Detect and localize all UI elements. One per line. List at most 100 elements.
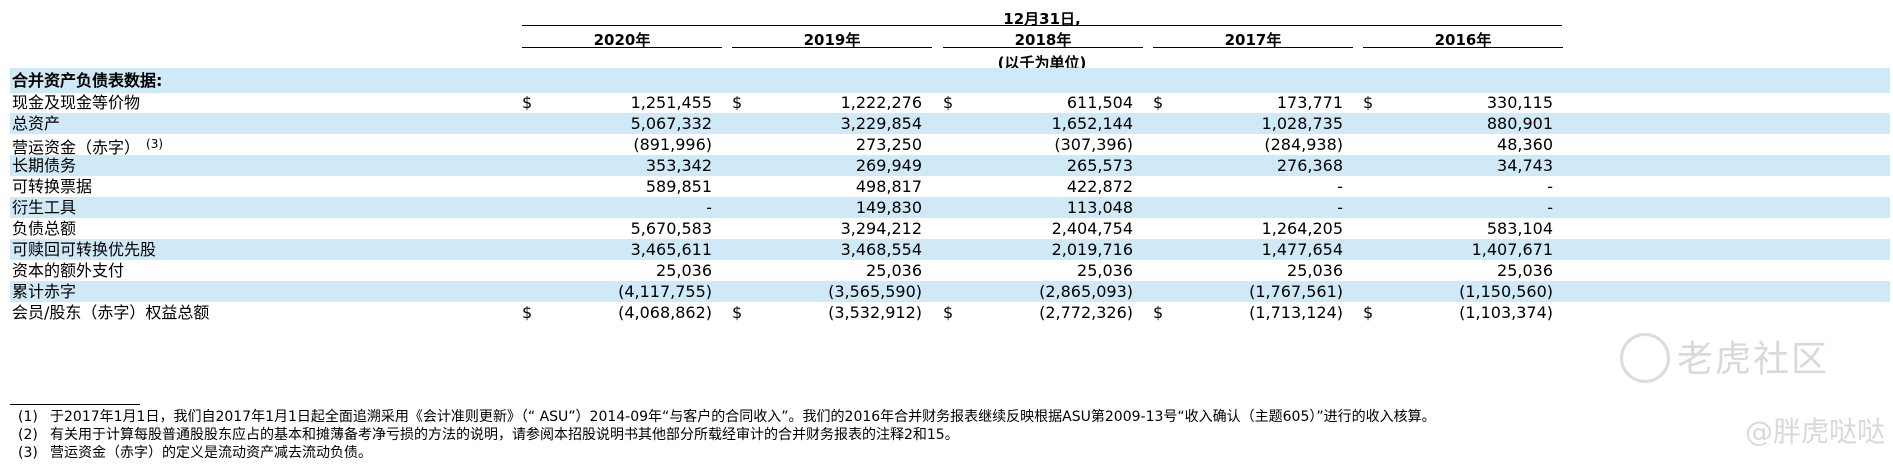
- footnote-2: (2) 有关用于计算每股普通股股东应占的基本和摊薄备考净亏损的方法的说明，请参阅本…: [10, 425, 959, 445]
- table-cell-value: 48,360: [1497, 135, 1553, 154]
- table-cell-value: -: [1547, 198, 1553, 217]
- table-cell-value: (4,117,755): [618, 282, 712, 301]
- table-cell-value: 273,250: [855, 135, 922, 154]
- table-cell-value: 25,036: [866, 261, 922, 280]
- currency-symbol: $: [1153, 303, 1164, 322]
- year-underline-2016: [1363, 47, 1563, 48]
- table-cell-value: (2,865,093): [1039, 282, 1133, 301]
- year-underline-2020: [522, 47, 722, 48]
- table-cell-value: (891,996): [633, 135, 712, 154]
- table-cell-value: 3,229,854: [840, 114, 922, 133]
- table-row: 会员/股东（赤字）权益总额 $ (4,068,862) $ (3,532,912) $ (2…: [10, 302, 1890, 323]
- row-label-text: 可赎回可转换优先股: [12, 240, 157, 259]
- table-row: 营运资金（赤字） (3) (891,996) 273,250 (307,396) (284…: [10, 134, 1890, 157]
- footnote-text: 有关用于计算每股普通股股东应占的基本和摊薄备考净亏损的方法的说明，请参阅本招股说…: [50, 427, 959, 443]
- watermark-logo-text: 老虎社区: [1676, 339, 1829, 380]
- row-label-text: 营运资金（赤字）: [12, 138, 141, 157]
- table-cell-value: (1,103,374): [1459, 303, 1553, 322]
- table-row: 长期债务 353,342 269,949 265,573 276,368 34,743: [10, 155, 1890, 176]
- table-cell-value: 353,342: [645, 156, 712, 175]
- table-cell-value: (284,938): [1264, 135, 1343, 154]
- table-cell-value: 1,222,276: [840, 93, 922, 112]
- row-label-text: 现金及现金等价物: [12, 93, 141, 112]
- table-cell-value: -: [1337, 177, 1343, 196]
- currency-symbol: $: [1363, 303, 1374, 322]
- table-cell-value: 1,028,735: [1261, 114, 1343, 133]
- date-group-header: 12月31日,: [1003, 10, 1081, 28]
- table-cell-value: 269,949: [855, 156, 922, 175]
- row-label: 营运资金（赤字） (3): [12, 134, 163, 157]
- section-title-row: 合并资产负债表数据:: [10, 68, 1890, 93]
- table-cell-value: 3,468,554: [840, 240, 922, 259]
- table-row: 累计赤字 (4,117,755) (3,565,590) (2,865,093) (1,…: [10, 281, 1890, 302]
- tiger-logo-icon: [1620, 333, 1670, 383]
- table-cell-value: 5,670,583: [630, 219, 712, 238]
- row-label: 现金及现金等价物: [12, 92, 140, 113]
- row-label: 衍生工具: [12, 197, 76, 218]
- row-label-text: 负债总额: [12, 219, 77, 238]
- table-cell-value: 1,652,144: [1051, 114, 1133, 133]
- table-cell-value: 25,036: [1287, 261, 1343, 280]
- table-cell-value: 25,036: [1497, 261, 1553, 280]
- watermark-user-text: @胖虎哒哒: [1744, 415, 1885, 448]
- table-cell-value: 2,404,754: [1051, 219, 1133, 238]
- footnote-text: 营运资金（赤字）的定义是流动资产减去流动负债。: [50, 445, 372, 461]
- table-cell-value: (3,565,590): [828, 282, 922, 301]
- table-cell-value: 2,019,716: [1051, 240, 1133, 259]
- year-header-2019: 2019年: [803, 31, 861, 49]
- currency-symbol: $: [943, 303, 954, 322]
- footnote-3: (3) 营运资金（赤字）的定义是流动资产减去流动负债。: [10, 443, 372, 463]
- row-label: 长期债务: [12, 155, 76, 176]
- table-cell-value: 1,477,654: [1261, 240, 1343, 259]
- table-cell-value: -: [1337, 198, 1343, 217]
- row-label-text: 可转换票据: [12, 177, 93, 196]
- table-cell-value: 173,771: [1276, 93, 1343, 112]
- table-row: 可赎回可转换优先股 3,465,611 3,468,554 2,019,716 1,47…: [10, 239, 1890, 260]
- row-label-text: 资本的额外支付: [12, 261, 125, 280]
- table-row: 可转换票据 589,851 498,817 422,872 - -: [10, 176, 1890, 197]
- table-cell-value: -: [706, 198, 712, 217]
- table-cell-value: 1,407,671: [1471, 240, 1553, 259]
- currency-symbol: $: [732, 303, 743, 322]
- table-row: 负债总额 5,670,583 3,294,212 2,404,754 1,264,205…: [10, 218, 1890, 239]
- section-title: 合并资产负债表数据:: [12, 71, 163, 90]
- row-label-text: 累计赤字: [12, 282, 77, 301]
- table-row: 现金及现金等价物 $1,251,455 $1,222,276 $611,504 $173…: [10, 92, 1890, 113]
- year-header-2020: 2020年: [593, 31, 651, 49]
- table-cell-value: 611,504: [1066, 93, 1133, 112]
- table-cell-value: 422,872: [1066, 177, 1133, 196]
- year-header-2018: 2018年: [1014, 31, 1072, 49]
- table-cell-value: (3,532,912): [828, 303, 922, 322]
- unit-note: (以千为单位): [997, 54, 1087, 72]
- date-group-underline: [522, 25, 1562, 26]
- table-row: 衍生工具 - 149,830 113,048 - -: [10, 197, 1890, 218]
- footnote-rule: [10, 404, 140, 405]
- table-cell-value: 25,036: [656, 261, 712, 280]
- year-header-2016: 2016年: [1434, 31, 1492, 49]
- table-cell-value: (1,767,561): [1249, 282, 1343, 301]
- table-cell-value: (1,713,124): [1249, 303, 1343, 322]
- currency-symbol: $: [943, 93, 954, 112]
- table-row: 资本的额外支付 25,036 25,036 25,036 25,036 25,036: [10, 260, 1890, 281]
- table-cell-value: 1,251,455: [630, 93, 712, 112]
- table-cell-value: 149,830: [855, 198, 922, 217]
- row-label: 可赎回可转换优先股: [12, 239, 156, 260]
- currency-symbol: $: [522, 93, 533, 112]
- row-label-text: 会员/股东（赤字）权益总额: [12, 303, 210, 322]
- table-cell-value: 5,067,332: [630, 114, 712, 133]
- currency-symbol: $: [1153, 93, 1164, 112]
- footnote-1: (1) 于2017年1月1日，我们自2017年1月1日起全面追溯采用《会计准则更新…: [10, 407, 1436, 427]
- year-underline-2018: [943, 47, 1143, 48]
- row-label: 资本的额外支付: [12, 260, 124, 281]
- table-cell-value: 113,048: [1066, 198, 1133, 217]
- table-cell-value: (4,068,862): [618, 303, 712, 322]
- table-cell-value: 498,817: [855, 177, 922, 196]
- table-cell-value: 330,115: [1486, 93, 1553, 112]
- table-cell-value: 265,573: [1066, 156, 1133, 175]
- row-label: 累计赤字: [12, 281, 76, 302]
- row-label: 负债总额: [12, 218, 76, 239]
- year-header-2017: 2017年: [1224, 31, 1282, 49]
- table-cell-value: 3,465,611: [630, 240, 712, 259]
- row-label: 总资产: [12, 113, 60, 134]
- table-cell-value: (307,396): [1054, 135, 1133, 154]
